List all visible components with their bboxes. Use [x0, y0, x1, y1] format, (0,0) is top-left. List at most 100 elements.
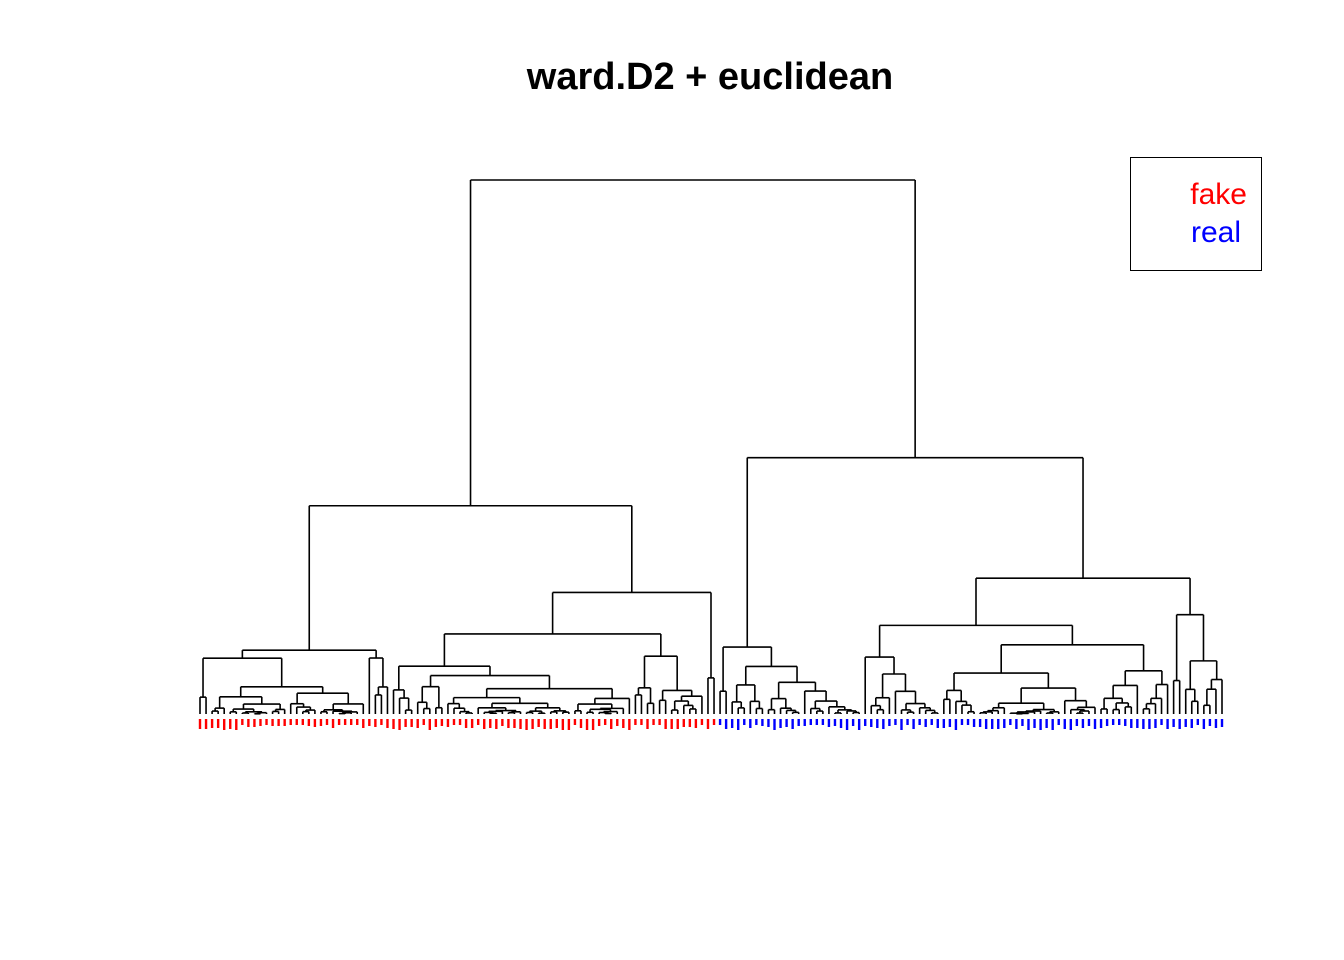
leaf-label-fake	[241, 719, 244, 725]
leaf-label-fake	[259, 719, 262, 726]
leaf-label-fake	[265, 719, 268, 725]
leaf-label-real	[749, 719, 752, 728]
leaf-label-real	[1142, 719, 1145, 729]
leaf-label-fake	[446, 719, 450, 727]
leaf-label-fake	[622, 719, 625, 728]
leaf-label-fake	[392, 719, 395, 729]
leaf-label-fake	[470, 719, 474, 728]
leaf-label-real	[918, 719, 921, 725]
leaf-label-fake	[634, 719, 637, 725]
leaf-label-real	[1196, 719, 1200, 725]
leaf-label-real	[1003, 719, 1006, 728]
leaf-label-real	[1202, 719, 1206, 729]
leaf-label-fake	[386, 719, 389, 728]
leaf-label-real	[888, 719, 891, 726]
leaf-label-fake	[253, 719, 256, 727]
leaf-label-real	[821, 719, 825, 725]
leaf-label-real	[767, 719, 770, 727]
leaf-label-fake	[670, 719, 673, 729]
leaf-label-fake	[585, 719, 589, 730]
leaf-label-fake	[271, 719, 274, 726]
leaf-label-real	[984, 719, 988, 729]
leaf-label-real	[1136, 719, 1139, 728]
leaf-label-real	[960, 719, 964, 725]
leaf-label-real	[857, 719, 861, 730]
leaf-label-fake	[434, 719, 438, 727]
leaf-label-real	[900, 719, 903, 730]
leaf-label-real	[1220, 719, 1224, 727]
leaf-label-fake	[525, 719, 528, 730]
leaf-label-real	[924, 719, 927, 727]
leaf-label-fake	[277, 719, 280, 726]
leaf-label-fake	[543, 719, 546, 729]
leaf-label-fake	[458, 719, 462, 725]
leaf-label-real	[797, 719, 800, 726]
leaf-label-real	[1124, 719, 1127, 726]
leaf-label-real	[936, 719, 939, 728]
leaf-label-fake	[495, 719, 498, 729]
leaf-label-real	[978, 719, 982, 727]
leaf-label-real	[1166, 719, 1169, 729]
leaf-label-real	[864, 719, 867, 726]
leaf-label-real	[1015, 719, 1018, 729]
leaf-label-real	[1033, 719, 1036, 728]
leaf-label-real	[1160, 719, 1163, 725]
leaf-label-fake	[452, 719, 456, 725]
leaf-label-real	[845, 719, 849, 730]
leaf-label-real	[1075, 719, 1079, 726]
leaf-label-fake	[210, 719, 214, 728]
leaf-label-fake	[561, 719, 565, 730]
leaf-label-fake	[664, 719, 667, 729]
leaf-label-fake	[319, 719, 323, 726]
leaf-label-fake	[337, 719, 341, 725]
leaf-label-real	[1039, 719, 1042, 730]
leaf-label-real	[1021, 719, 1024, 726]
leaf-label-fake	[343, 719, 347, 725]
leaf-label-real	[1087, 719, 1091, 726]
leaf-label-real	[1117, 719, 1121, 725]
leaf-label-fake	[380, 719, 383, 725]
leaf-label-fake	[555, 719, 558, 728]
leaf-label-real	[779, 719, 782, 728]
legend: fake real	[1130, 157, 1262, 271]
leaf-label-real	[839, 719, 843, 728]
leaf-label-fake	[537, 719, 540, 727]
leaf-label-real	[737, 719, 740, 730]
leaf-label-real	[991, 719, 994, 729]
leaf-label-real	[730, 719, 734, 728]
leaf-label-fake	[422, 719, 425, 725]
leaf-label-real	[894, 719, 897, 725]
leaf-label-fake	[712, 719, 716, 725]
leaf-label-fake	[646, 719, 649, 729]
leaf-label-fake	[579, 719, 583, 728]
leaf-label-fake	[325, 719, 329, 725]
leaf-label-real	[755, 719, 758, 725]
leaf-label-real	[1208, 719, 1212, 726]
leaf-label-real	[942, 719, 946, 728]
leaf-label-fake	[247, 719, 250, 727]
leaf-label-real	[948, 719, 952, 727]
leaf-label-real	[827, 719, 831, 727]
leaf-label-fake	[307, 719, 311, 726]
leaf-label-real	[882, 719, 885, 729]
leaf-label-real	[912, 719, 915, 729]
leaf-label-real	[1178, 719, 1181, 729]
leaf-label-real	[785, 719, 788, 727]
leaf-label-real	[972, 719, 976, 727]
leaf-label-real	[1063, 719, 1066, 729]
leaf-label-real	[966, 719, 970, 725]
leaf-label-fake	[289, 719, 292, 725]
leaf-label-fake	[235, 719, 238, 730]
leaf-label-fake	[283, 719, 286, 726]
leaf-label-fake	[216, 719, 220, 728]
leaf-label-fake	[549, 719, 552, 729]
leaf-label-real	[1184, 719, 1187, 727]
leaf-label-real	[1111, 719, 1115, 725]
leaf-label-fake	[398, 719, 401, 730]
leaf-label-fake	[313, 719, 317, 727]
leaf-label-real	[1105, 719, 1109, 726]
leaf-label-fake	[694, 719, 698, 728]
leaf-label-fake	[356, 719, 359, 725]
leaf-label-fake	[374, 719, 377, 727]
